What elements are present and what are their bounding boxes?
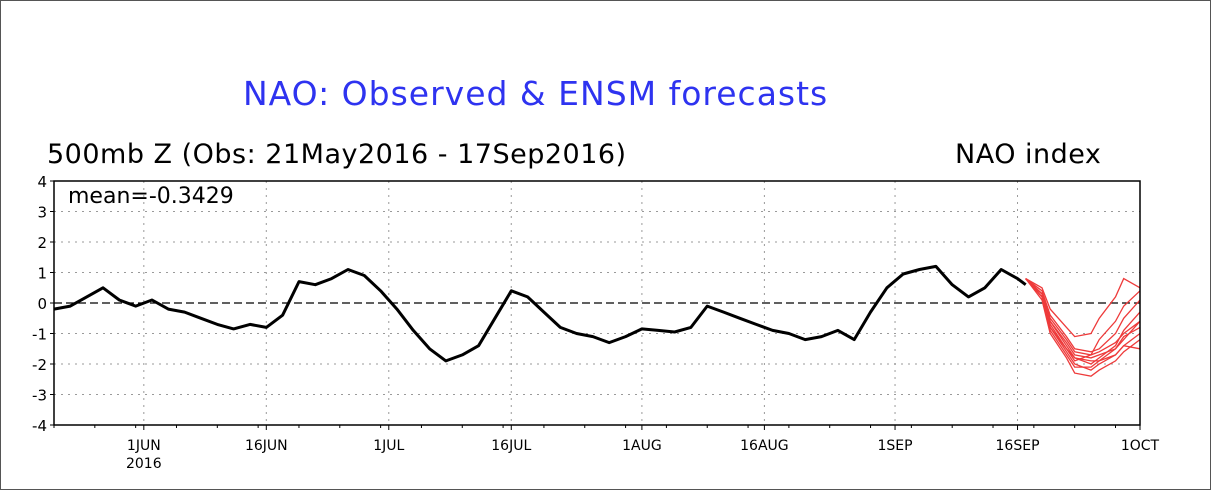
y-tick-label: 2 xyxy=(37,234,47,252)
y-tick-label: 4 xyxy=(37,173,47,191)
y-tick-label: -3 xyxy=(32,387,47,405)
x-tick-label: 16SEP xyxy=(996,438,1040,454)
grid-lines xyxy=(54,181,1140,425)
chart-title: NAO: Observed & ENSM forecasts xyxy=(243,74,829,113)
mean-annotation: mean=-0.3429 xyxy=(68,184,234,209)
x-tick-label: 16JUL xyxy=(491,438,531,454)
y-tick-label: 0 xyxy=(37,295,47,313)
forecast-member-line xyxy=(1025,278,1141,368)
x-tick-label: 1JUN xyxy=(127,438,161,454)
x-tick-label: 1SEP xyxy=(877,438,912,454)
y-axis-ticks: 4 3 2 1 0 -1 -2 -3 -4 xyxy=(32,173,54,435)
forecast-member-line xyxy=(1025,278,1141,365)
chart-subtitle: 500mb Z (Obs: 21May2016 - 17Sep2016) xyxy=(47,139,627,170)
x-tick-label: 1OCT xyxy=(1121,438,1160,454)
forecast-series-group xyxy=(1025,277,1141,377)
x-tick-label: 1JUL xyxy=(373,438,404,454)
x-tick-year-label: 2016 xyxy=(126,456,162,472)
forecast-member-line xyxy=(1025,277,1141,338)
x-axis-ticks: 1JUN 2016 16JUN 1JUL 16JUL 1AUG 16AUG 1SEP 16SEP… xyxy=(53,425,1160,472)
observed-series-line xyxy=(53,264,1027,363)
y-axis-label: NAO index xyxy=(955,139,1102,170)
y-tick-label: -1 xyxy=(32,326,47,344)
x-tick-label: 1AUG xyxy=(622,438,662,454)
y-tick-label: 3 xyxy=(37,204,47,222)
y-tick-label: -2 xyxy=(32,356,47,374)
plot-border xyxy=(53,180,1141,426)
x-tick-label: 16JUN xyxy=(245,438,288,454)
forecast-member-line xyxy=(1025,278,1141,377)
y-tick-label: 1 xyxy=(37,265,47,283)
y-tick-label: -4 xyxy=(32,417,47,435)
forecast-member-line xyxy=(1025,278,1141,353)
x-tick-label: 16AUG xyxy=(740,438,789,454)
